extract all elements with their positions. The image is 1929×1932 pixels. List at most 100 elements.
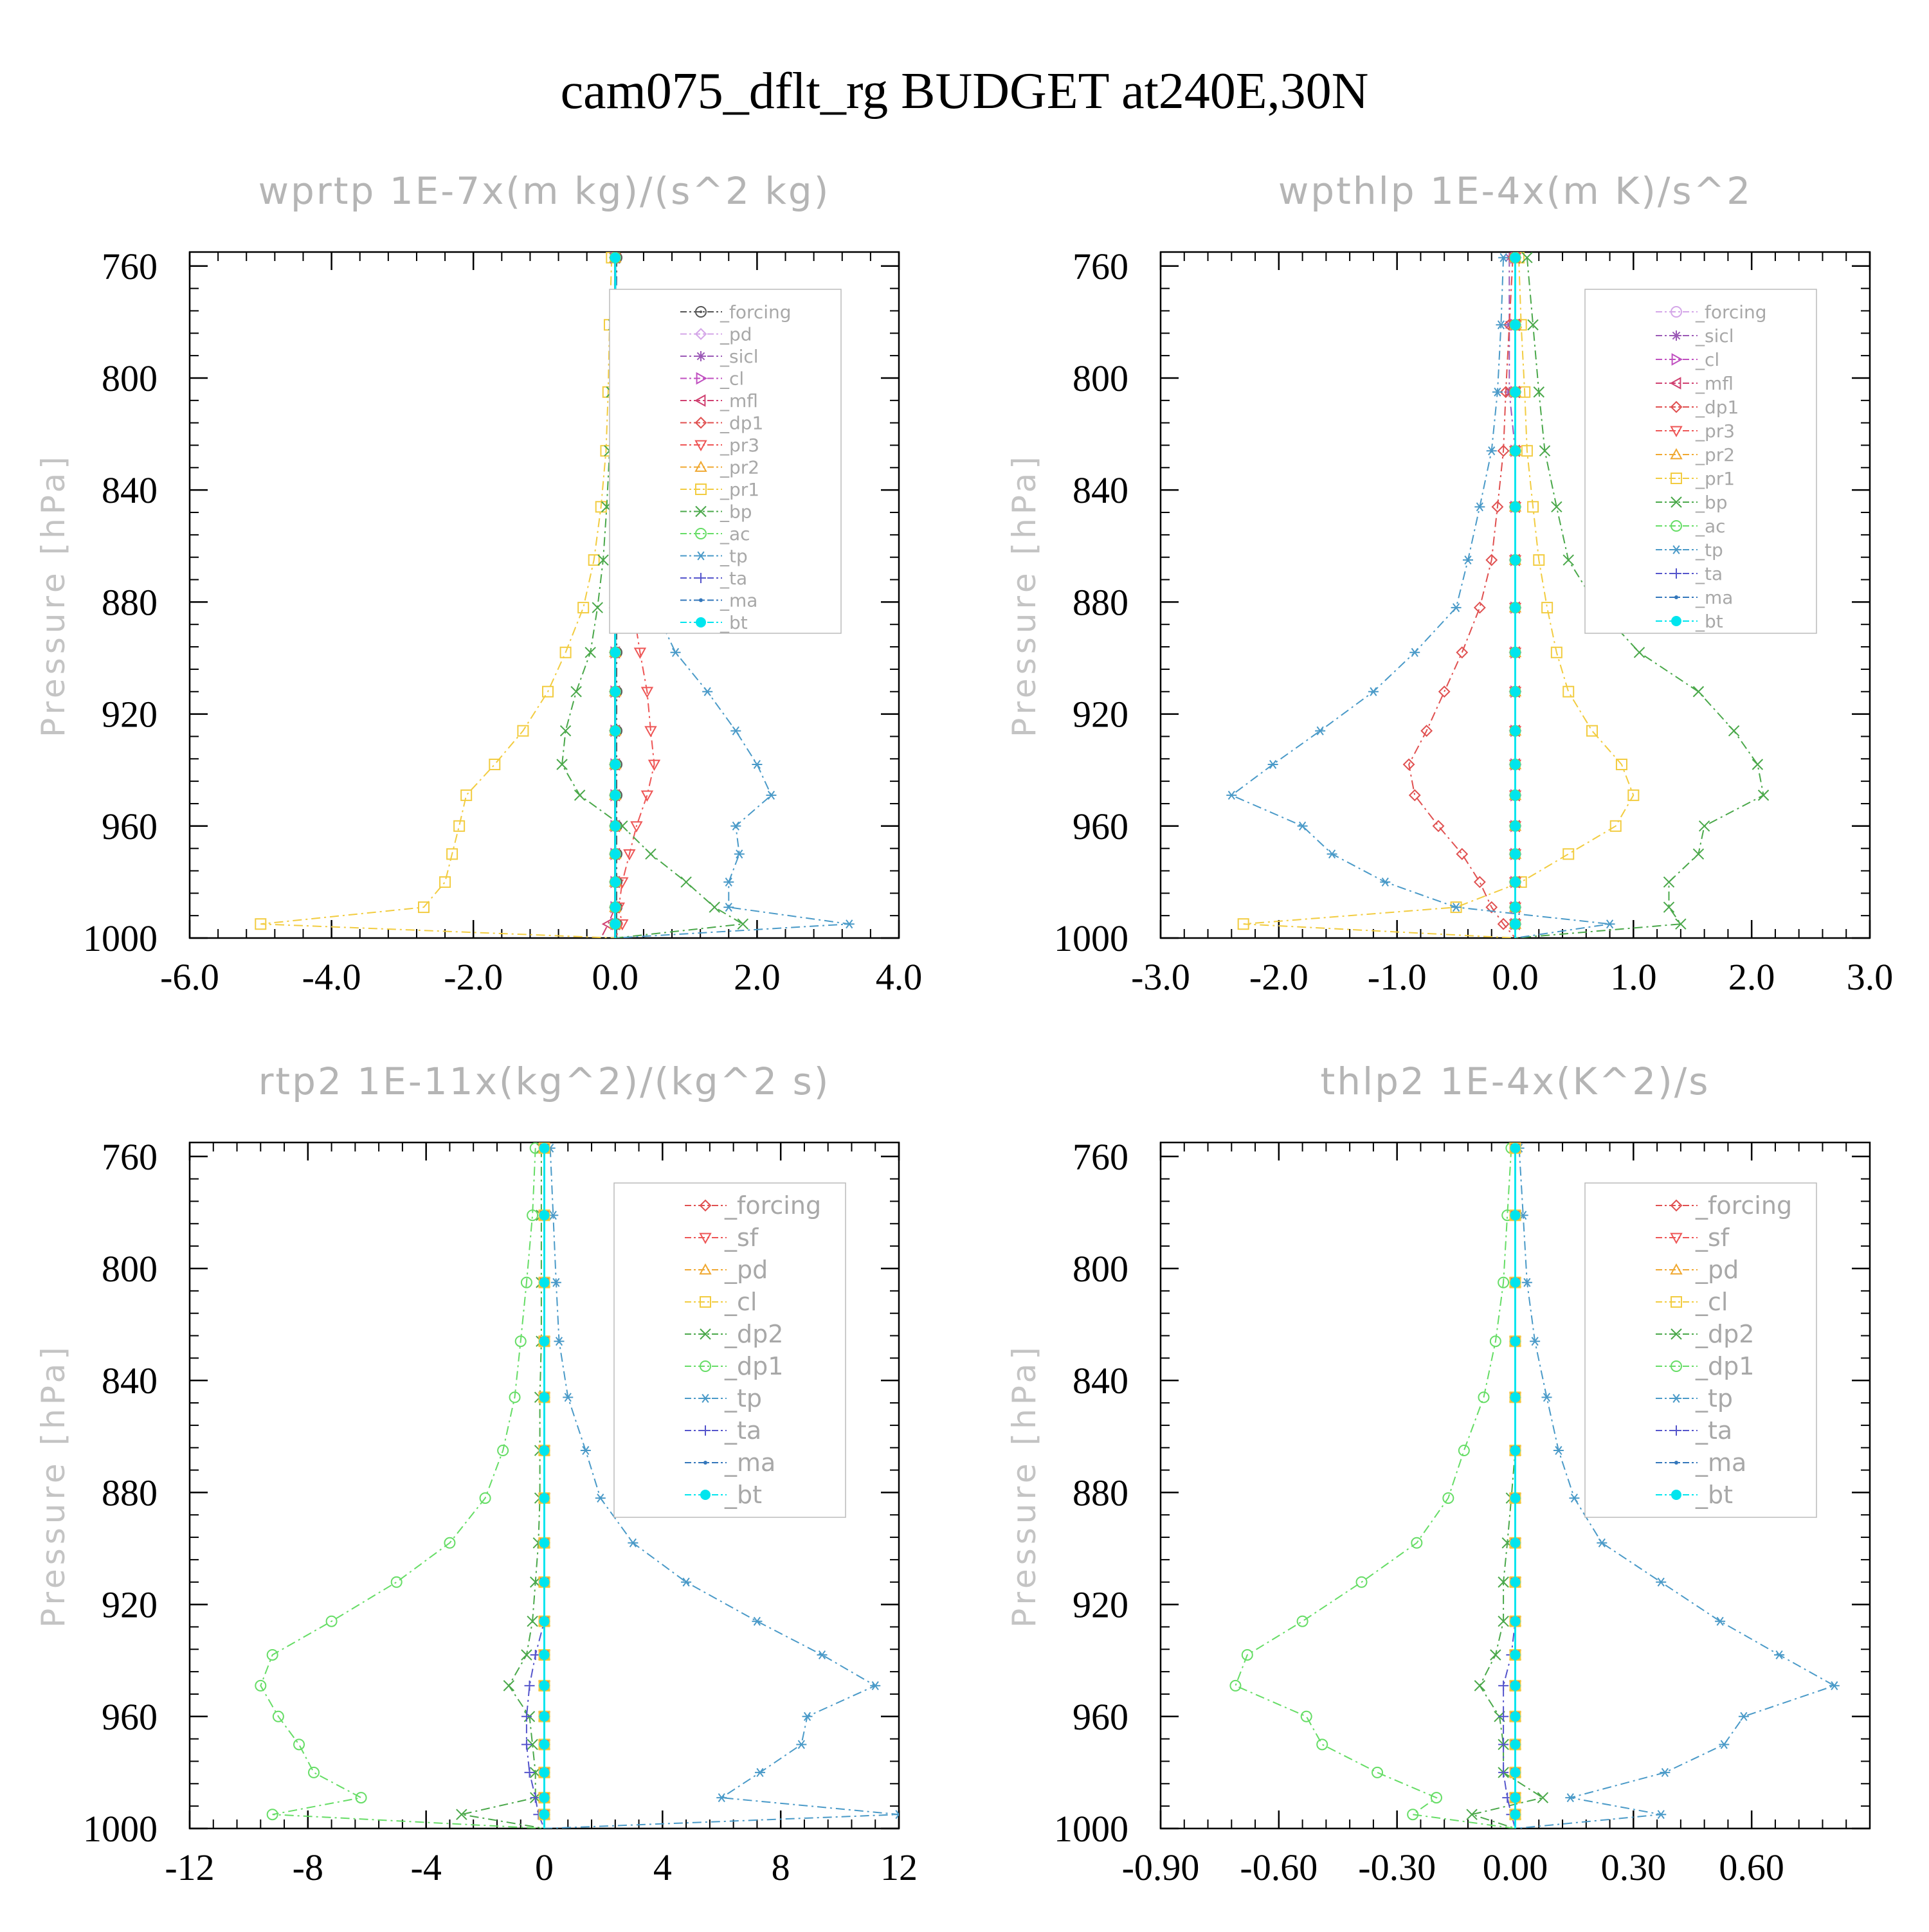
series-point-dp1 [1407, 1809, 1419, 1821]
legend-label: _dp1 [1695, 1352, 1754, 1380]
series-point-tp [563, 1393, 574, 1402]
x-tick-label: 2.0 [1728, 956, 1775, 998]
series-point-pr3 [630, 821, 643, 833]
series-point-bt [539, 1493, 550, 1504]
series-point-bp [1663, 901, 1675, 913]
x-tick-label: -0.30 [1358, 1846, 1436, 1888]
series-point-tp [1553, 1446, 1564, 1456]
y-tick-label: 920 [102, 1584, 158, 1626]
plot-frame [188, 251, 900, 939]
x-tick-label: 0 [535, 1846, 554, 1888]
series-point-dp2 [521, 1649, 532, 1661]
series-point-tp [670, 647, 681, 657]
series-point-dp1 [1478, 1391, 1490, 1404]
legend-marker [1671, 1360, 1682, 1372]
series-point-pr1 [1627, 789, 1640, 801]
series-point-bt [539, 1711, 550, 1722]
series-point-pr1 [588, 554, 600, 566]
y-tick-label: 880 [1073, 581, 1128, 623]
series-point-tp [1521, 1277, 1532, 1287]
series-point-tp [1297, 821, 1308, 831]
series-point-dp1 [355, 1792, 367, 1804]
legend-label: _bt [720, 612, 748, 633]
y-tick-label: 800 [102, 357, 158, 399]
series-point-bt [1510, 686, 1521, 697]
y-tick-label: 840 [1073, 1360, 1128, 1402]
series-point-bt [1510, 1336, 1521, 1347]
series-point-dp1 [325, 1615, 338, 1627]
series-point-tp [755, 1767, 765, 1777]
series-point-bp [1633, 647, 1645, 658]
series-point-pr1 [489, 758, 501, 770]
legend-marker [1671, 473, 1682, 484]
series-point-bt [1510, 1767, 1521, 1778]
x-tick-label: 2.0 [734, 956, 781, 998]
series-point-bt [539, 1616, 550, 1627]
series-point-tp [681, 1577, 692, 1587]
series-point-dp1 [266, 1809, 278, 1821]
y-tick-label: 760 [1073, 1136, 1128, 1178]
series-point-dp1 [1408, 789, 1421, 802]
series-point-tp [844, 919, 855, 929]
series-point-pr1 [439, 876, 451, 888]
series-point-bt [1510, 1649, 1521, 1660]
legend-label: _forcing [1695, 1191, 1792, 1220]
series-point-bt [539, 1210, 550, 1221]
y-tick-label: 760 [102, 1136, 158, 1178]
series-point-bp [1551, 501, 1562, 513]
series-point-bp [574, 790, 586, 801]
series-point-bp [1521, 252, 1533, 264]
series-point-ta [524, 1767, 535, 1778]
series-point-tp [1530, 1337, 1541, 1346]
series-line-bp [1515, 257, 1764, 938]
series-point-tp [1829, 1681, 1840, 1690]
series-point-pr1 [559, 646, 572, 658]
panel-title: rtp2 1E-11x(kg^2)/(kg^2 s) [258, 1060, 831, 1103]
legend-label: _pr3 [1695, 420, 1735, 442]
legend-marker [1671, 1425, 1681, 1436]
legend-marker [695, 505, 707, 518]
legend-label: _dp2 [724, 1320, 783, 1348]
legend-label: _cl [724, 1288, 757, 1316]
series-point-pr1 [453, 820, 466, 832]
series-point-bt [1510, 320, 1521, 330]
series-point-dp2 [1498, 1576, 1509, 1588]
legend-marker [694, 328, 707, 340]
series-point-tp [1451, 903, 1462, 912]
series-point-bt [1510, 1537, 1521, 1548]
series-point-bt [1510, 1792, 1521, 1803]
series-point-bp [737, 918, 749, 930]
panel-2: wpthlp 1E-4x(m K)/s^2 Pressure [hPa] 760 80… [1006, 169, 1893, 998]
y-tick-label: 760 [1073, 246, 1128, 287]
series-point-tp [1656, 1577, 1667, 1587]
y-tick-label: 800 [1073, 357, 1128, 399]
series-point-pr1 [1550, 646, 1562, 658]
legend-marker [1674, 595, 1678, 599]
x-tick-label: 0.60 [1719, 1846, 1784, 1888]
series-point-dp1 [266, 1648, 278, 1661]
legend-label: _pr3 [720, 435, 759, 456]
series-point-tp [1462, 555, 1473, 565]
series-point-bp [645, 848, 657, 860]
series-point-tp [1451, 603, 1462, 613]
series-point-pr1 [255, 918, 267, 930]
series-point-tp [716, 1793, 727, 1803]
series-point-dp1 [527, 1209, 539, 1222]
series-point-tp [1368, 687, 1379, 696]
series-point-dp2 [1498, 1616, 1509, 1627]
legend-label: _forcing [724, 1191, 821, 1220]
legend-label: _ma [724, 1449, 775, 1477]
series-point-bt [610, 849, 620, 860]
legend-marker [696, 372, 708, 385]
legend-marker [703, 1461, 707, 1465]
legend-marker [694, 460, 707, 472]
series-point-tp [1604, 919, 1615, 929]
legend-marker [695, 528, 707, 539]
legend-label: _tp [724, 1384, 762, 1413]
legend: _forcing_pd_sicl_cl_mfl_dp1_pr3_pr2_pr1_… [609, 289, 842, 634]
series-point-bp [1675, 918, 1687, 930]
legend-label: _ma [1695, 1449, 1746, 1477]
series-point-tp [1498, 253, 1509, 262]
legend-label: _dp2 [1695, 1320, 1754, 1348]
series-point-tp [1327, 849, 1337, 859]
